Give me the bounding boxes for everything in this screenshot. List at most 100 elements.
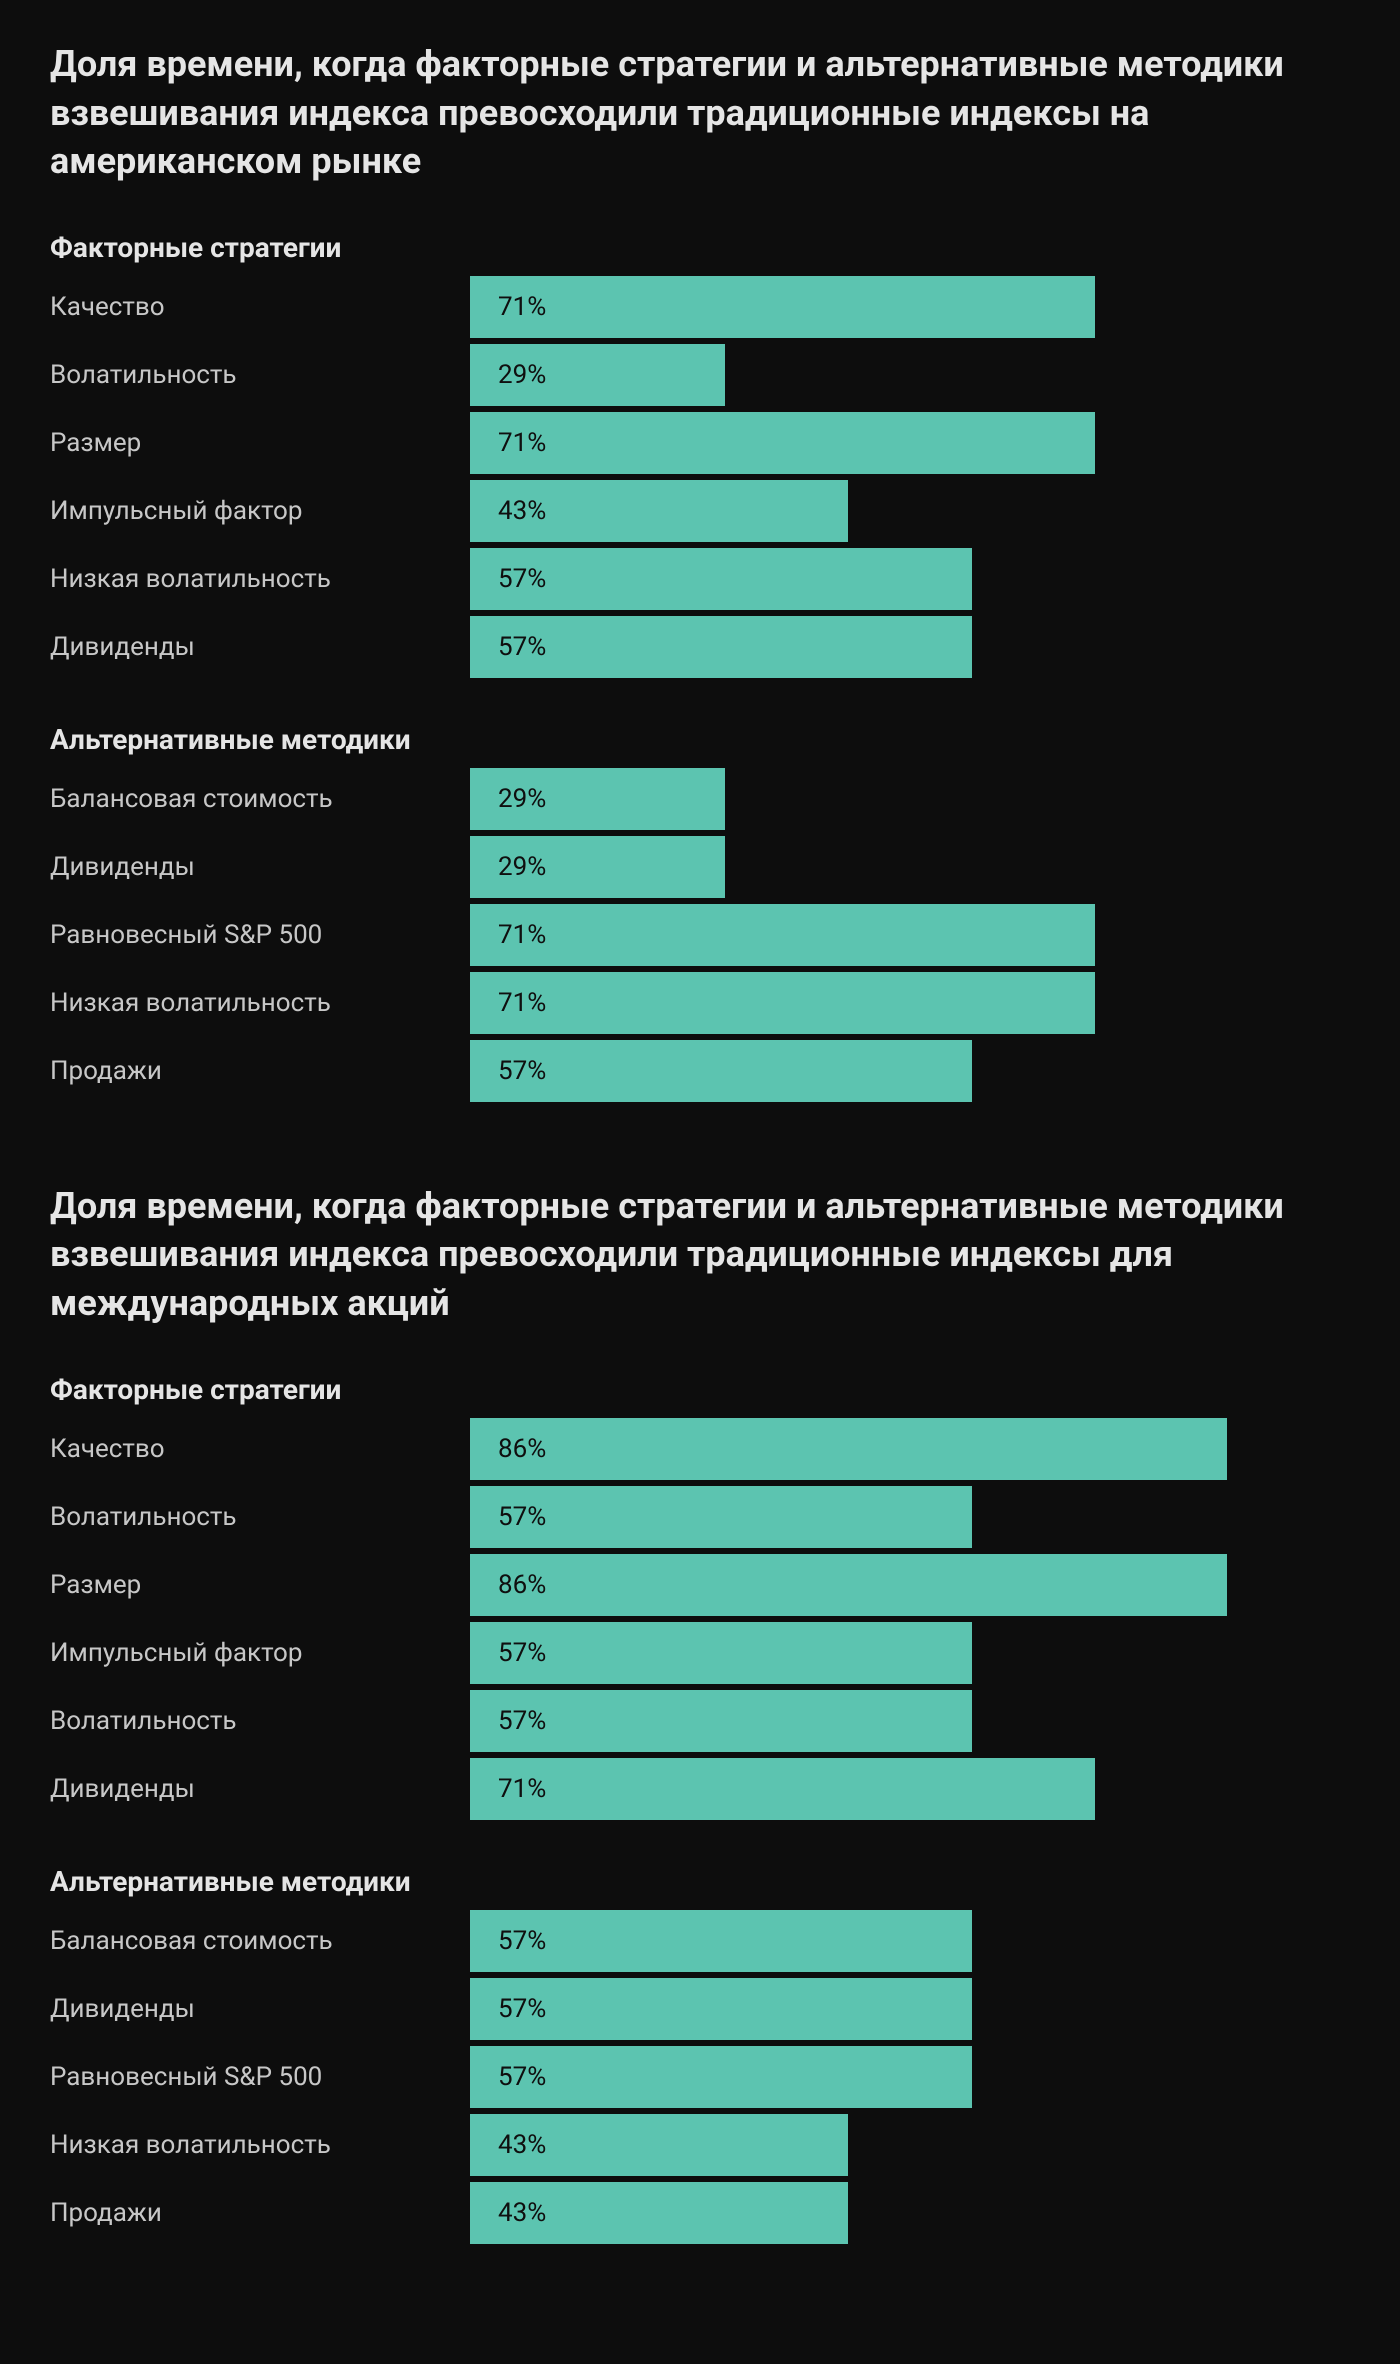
bar-value: 57%: [498, 1926, 546, 1956]
group-title: Альтернативные методики: [50, 1865, 1350, 1898]
bar-row-label: Волатильность: [50, 1706, 470, 1736]
bar: 57%: [470, 1910, 972, 1972]
bar-track: 29%: [470, 836, 1350, 898]
bar-track: 57%: [470, 1486, 1350, 1548]
bar-track: 71%: [470, 904, 1350, 966]
bar-row-label: Равновесный S&P 500: [50, 2062, 470, 2092]
bar-row-label: Волатильность: [50, 360, 470, 390]
bar-value: 71%: [498, 1774, 546, 1804]
bar-row-label: Дивиденды: [50, 852, 470, 882]
bar-value: 57%: [498, 632, 546, 662]
bar-track: 57%: [470, 616, 1350, 678]
bar-row-label: Балансовая стоимость: [50, 784, 470, 814]
bar: 29%: [470, 344, 725, 406]
bar-value: 86%: [498, 1434, 546, 1464]
bar: 43%: [470, 2114, 848, 2176]
bar-row-label: Импульсный фактор: [50, 1638, 470, 1668]
bar-row: Низкая волатильность 43%: [50, 2114, 1350, 2176]
bar-value: 71%: [498, 428, 546, 458]
bar-row: Размер 86%: [50, 1554, 1350, 1616]
bar-group: Альтернативные методики Балансовая стоимо…: [50, 723, 1350, 1102]
bar-row: Импульсный фактор 43%: [50, 480, 1350, 542]
group-title: Альтернативные методики: [50, 723, 1350, 756]
bar: 71%: [470, 904, 1095, 966]
bar-row-label: Дивиденды: [50, 1994, 470, 2024]
bar-value: 29%: [498, 852, 546, 882]
bar: 57%: [470, 1622, 972, 1684]
bar-value: 43%: [498, 2130, 546, 2160]
chart-title: Доля времени, когда факторные стратегии …: [50, 1182, 1350, 1328]
bar-row-label: Продажи: [50, 1056, 470, 1086]
bar: 43%: [470, 480, 848, 542]
bar-row: Волатильность57%: [50, 1486, 1350, 1548]
bar-track: 29%: [470, 344, 1350, 406]
bar: 29%: [470, 768, 725, 830]
charts-root: Доля времени, когда факторные стратегии …: [50, 40, 1350, 2244]
bar-row: Низкая волатильность57%: [50, 548, 1350, 610]
bar-track: 43%: [470, 480, 1350, 542]
bar: 29%: [470, 836, 725, 898]
bar-track: 57%: [470, 1978, 1350, 2040]
bar: 86%: [470, 1554, 1227, 1616]
chart-block: Доля времени, когда факторные стратегии …: [50, 40, 1350, 1102]
bar-row-label: Низкая волатильность: [50, 2130, 470, 2160]
bar-row: Равновесный S&P 500 71%: [50, 904, 1350, 966]
bar-track: 43%: [470, 2114, 1350, 2176]
bar-value: 57%: [498, 1502, 546, 1532]
group-title: Факторные стратегии: [50, 1373, 1350, 1406]
bar-value: 71%: [498, 292, 546, 322]
bar-row-label: Низкая волатильность: [50, 988, 470, 1018]
bar-track: 57%: [470, 548, 1350, 610]
bar-track: 57%: [470, 1622, 1350, 1684]
bar-row: Продажи 43%: [50, 2182, 1350, 2244]
bar-row-label: Размер: [50, 1570, 470, 1600]
bar-row: Балансовая стоимость57%: [50, 1910, 1350, 1972]
bar-row: Балансовая стоимость29%: [50, 768, 1350, 830]
bar: 57%: [470, 548, 972, 610]
bar-track: 71%: [470, 1758, 1350, 1820]
bar-track: 57%: [470, 2046, 1350, 2108]
bar-row: Низкая волатильность71%: [50, 972, 1350, 1034]
bar-row-label: Качество: [50, 292, 470, 322]
bar-value: 86%: [498, 1570, 546, 1600]
bar-row-label: Низкая волатильность: [50, 564, 470, 594]
bar-row: Дивиденды57%: [50, 1978, 1350, 2040]
bar-value: 57%: [498, 1056, 546, 1086]
bar-row-label: Дивиденды: [50, 1774, 470, 1804]
group-title: Факторные стратегии: [50, 231, 1350, 264]
bar: 86%: [470, 1418, 1227, 1480]
bar-row-label: Равновесный S&P 500: [50, 920, 470, 950]
bar-track: 57%: [470, 1910, 1350, 1972]
bar: 57%: [470, 1040, 972, 1102]
bar-value: 57%: [498, 1706, 546, 1736]
bar-row-label: Дивиденды: [50, 632, 470, 662]
bar-track: 86%: [470, 1418, 1350, 1480]
bar-group: Альтернативные методики Балансовая стоимо…: [50, 1865, 1350, 2244]
bar-row-label: Импульсный фактор: [50, 496, 470, 526]
bar: 57%: [470, 2046, 972, 2108]
bar-value: 71%: [498, 920, 546, 950]
bar-row-label: Продажи: [50, 2198, 470, 2228]
bar-row: Волатильность29%: [50, 344, 1350, 406]
bar-track: 71%: [470, 972, 1350, 1034]
bar: 57%: [470, 1978, 972, 2040]
bar-value: 43%: [498, 496, 546, 526]
bar: 57%: [470, 1690, 972, 1752]
bar: 71%: [470, 972, 1095, 1034]
bar: 71%: [470, 276, 1095, 338]
bar-row: Дивиденды 29%: [50, 836, 1350, 898]
bar-row: Размер 71%: [50, 412, 1350, 474]
bar-row-label: Размер: [50, 428, 470, 458]
bar-track: 86%: [470, 1554, 1350, 1616]
bar-track: 71%: [470, 412, 1350, 474]
bar-row: Дивиденды 57%: [50, 616, 1350, 678]
bar-row: Дивиденды 71%: [50, 1758, 1350, 1820]
bar-row: Продажи 57%: [50, 1040, 1350, 1102]
bar-value: 43%: [498, 2198, 546, 2228]
chart-title: Доля времени, когда факторные стратегии …: [50, 40, 1350, 186]
bar-row: Качество 86%: [50, 1418, 1350, 1480]
bar-row-label: Качество: [50, 1434, 470, 1464]
bar-value: 57%: [498, 2062, 546, 2092]
bar-row: Волатильность 57%: [50, 1690, 1350, 1752]
bar-value: 57%: [498, 1638, 546, 1668]
